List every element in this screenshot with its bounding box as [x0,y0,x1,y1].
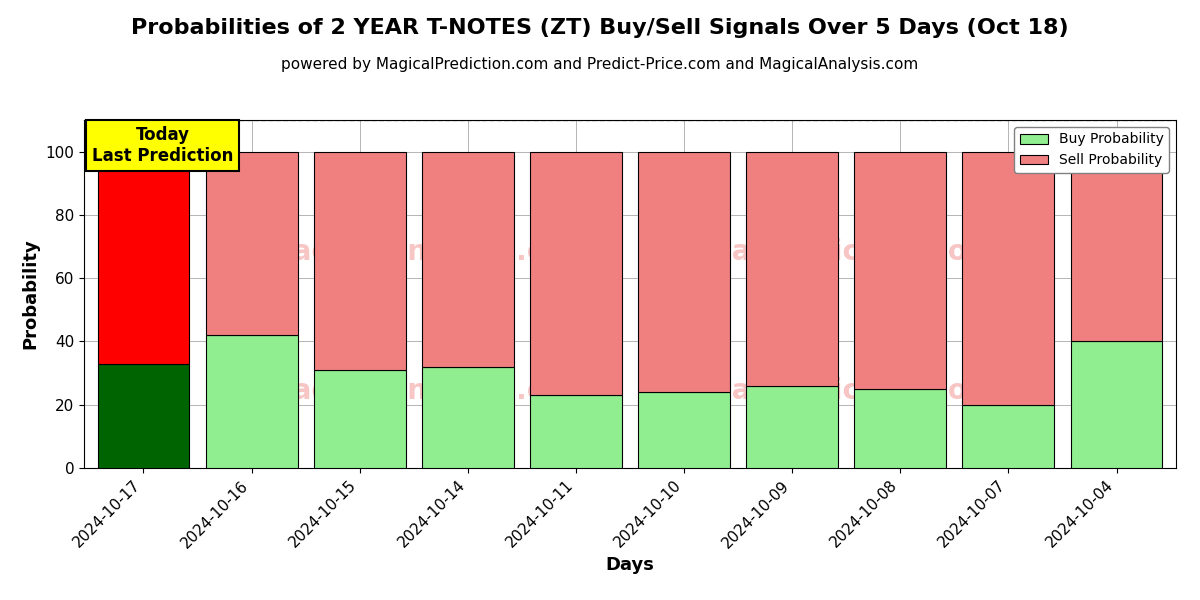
Bar [962,405,1055,468]
Bar [854,389,947,468]
Bar [1070,152,1163,341]
Text: MagicalAnalysis.com     MagicalPrediction.com: MagicalAnalysis.com MagicalPrediction.co… [264,377,996,406]
Bar [97,152,190,364]
Bar [313,370,406,468]
Bar [1070,341,1163,468]
Text: MagicalAnalysis.com     MagicalPrediction.com: MagicalAnalysis.com MagicalPrediction.co… [264,238,996,266]
Bar [962,152,1055,405]
Bar [638,152,730,392]
Bar [746,152,838,386]
Bar [530,152,622,395]
Text: Probabilities of 2 YEAR T-NOTES (ZT) Buy/Sell Signals Over 5 Days (Oct 18): Probabilities of 2 YEAR T-NOTES (ZT) Buy… [131,18,1069,38]
Bar [746,386,838,468]
Text: powered by MagicalPrediction.com and Predict-Price.com and MagicalAnalysis.com: powered by MagicalPrediction.com and Pre… [281,57,919,72]
Bar [205,335,298,468]
Bar [205,152,298,335]
Bar [422,152,514,367]
Bar [638,392,730,468]
Bar [530,395,622,468]
Bar [854,152,947,389]
Bar [313,152,406,370]
Bar [422,367,514,468]
Bar [97,364,190,468]
Legend: Buy Probability, Sell Probability: Buy Probability, Sell Probability [1014,127,1169,173]
Y-axis label: Probability: Probability [22,239,40,349]
X-axis label: Days: Days [606,556,654,574]
Text: Today
Last Prediction: Today Last Prediction [92,127,234,165]
